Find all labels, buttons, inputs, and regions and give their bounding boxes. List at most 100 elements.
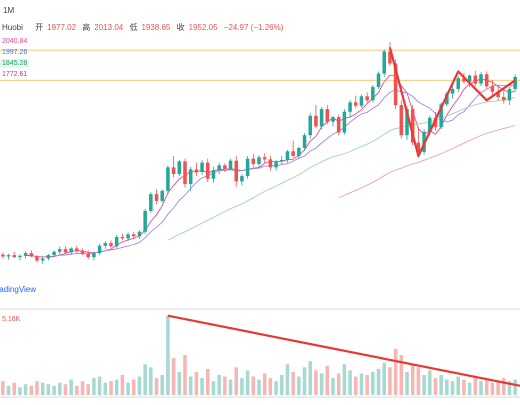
- volume-bar: [268, 378, 273, 395]
- candle-body: [513, 76, 517, 89]
- candle-body: [314, 115, 318, 127]
- volume-bar: [63, 384, 68, 395]
- open-value: 1977.02: [47, 23, 77, 32]
- candle-body: [188, 169, 193, 185]
- volume-bar: [393, 348, 398, 395]
- low-value: 1938.65: [141, 23, 171, 32]
- volume-bar: [1, 381, 5, 395]
- ma-legend-3: 1845.28: [0, 59, 30, 68]
- candle-body: [388, 51, 392, 64]
- volume-bar: [513, 379, 517, 395]
- watermark-label: TradingView: [0, 285, 37, 294]
- volume-bar: [200, 378, 204, 395]
- high-label: 高: [82, 23, 91, 32]
- volume-bar: [251, 376, 256, 395]
- candle-body: [149, 194, 153, 211]
- candle-body: [194, 169, 199, 173]
- candle-body: [1, 254, 5, 257]
- candle-body: [484, 74, 489, 87]
- candle-body: [177, 161, 182, 175]
- candle-body: [251, 158, 256, 164]
- candle-body: [302, 135, 307, 148]
- volume-bar: [228, 379, 233, 395]
- candle-body: [126, 234, 130, 239]
- candle-body: [6, 255, 11, 257]
- volume-bar: [308, 361, 312, 395]
- candle-body: [234, 160, 238, 182]
- volume-bar: [445, 379, 449, 395]
- candle-body: [382, 51, 386, 74]
- volume-bar: [325, 365, 330, 395]
- candle-body: [502, 97, 506, 101]
- candle-body: [69, 248, 73, 253]
- volume-bar: [114, 379, 119, 395]
- volume-bar: [484, 379, 489, 395]
- candle-body: [120, 237, 125, 239]
- volume-bar: [132, 379, 136, 395]
- candle-body: [456, 78, 460, 89]
- ma-line-30: [167, 96, 516, 241]
- candle-body: [410, 109, 415, 143]
- candle-body: [371, 86, 375, 101]
- candle-body: [467, 75, 472, 82]
- volume-bar: [103, 382, 108, 395]
- candle-body: [143, 210, 147, 232]
- candle-body: [342, 111, 347, 133]
- volume-bar: [331, 378, 335, 395]
- volume-bar: [439, 375, 443, 395]
- volume-bar: [240, 378, 244, 395]
- candle-body: [268, 159, 273, 168]
- volume-bar: [297, 376, 301, 395]
- interval-selector[interactable]: 1M: [3, 6, 18, 15]
- candle-body: [297, 147, 301, 156]
- candle-body: [376, 73, 381, 87]
- volume-bar: [365, 375, 369, 395]
- high-value: 2013.04: [94, 23, 124, 32]
- volume-bar: [302, 367, 307, 395]
- candle-body: [97, 245, 102, 254]
- candle-body: [46, 255, 51, 259]
- candle-body: [359, 96, 364, 106]
- volume-bar: [354, 376, 358, 395]
- candle-body: [132, 234, 136, 237]
- volume-bar: [490, 382, 495, 395]
- volume-bar: [109, 381, 113, 395]
- volume-bar: [97, 376, 102, 395]
- candle-body: [12, 255, 16, 258]
- ma-legend-4: 1772.61: [2, 71, 28, 78]
- volume-bar: [450, 381, 455, 395]
- volume-bar: [171, 358, 176, 395]
- candle-body: [473, 75, 478, 84]
- volume-bar: [388, 367, 392, 395]
- candle-body: [365, 96, 369, 101]
- volume-bar: [416, 367, 421, 395]
- low-label: 低: [129, 23, 138, 32]
- candle-body: [319, 109, 324, 127]
- candle-body: [496, 91, 500, 97]
- candle-body: [274, 161, 278, 168]
- volume-bar: [35, 381, 39, 395]
- volume-bar: [149, 367, 153, 395]
- candle-body: [58, 249, 62, 252]
- volume-bar: [40, 382, 45, 395]
- ohlc-header: Huobi 开 1977.02 高 2013.04 低 1938.65 收 1952.0…: [2, 22, 287, 33]
- volume-bar: [399, 355, 404, 395]
- candle-body: [200, 162, 204, 173]
- candle-body: [240, 176, 244, 182]
- interval-label[interactable]: 1M: [3, 6, 15, 15]
- candle-body: [393, 63, 398, 106]
- volume-bar: [211, 381, 216, 395]
- volume-bar: [183, 355, 187, 395]
- candle-body: [433, 117, 438, 128]
- candle-body: [109, 243, 113, 247]
- volume-bar: [234, 367, 238, 395]
- volume-bar: [319, 373, 324, 395]
- volume-bar: [280, 375, 284, 395]
- candle-body: [86, 253, 90, 258]
- candle-body: [416, 142, 421, 152]
- candle-body: [183, 161, 187, 185]
- candle-body: [257, 157, 261, 164]
- volume-bar: [382, 362, 386, 395]
